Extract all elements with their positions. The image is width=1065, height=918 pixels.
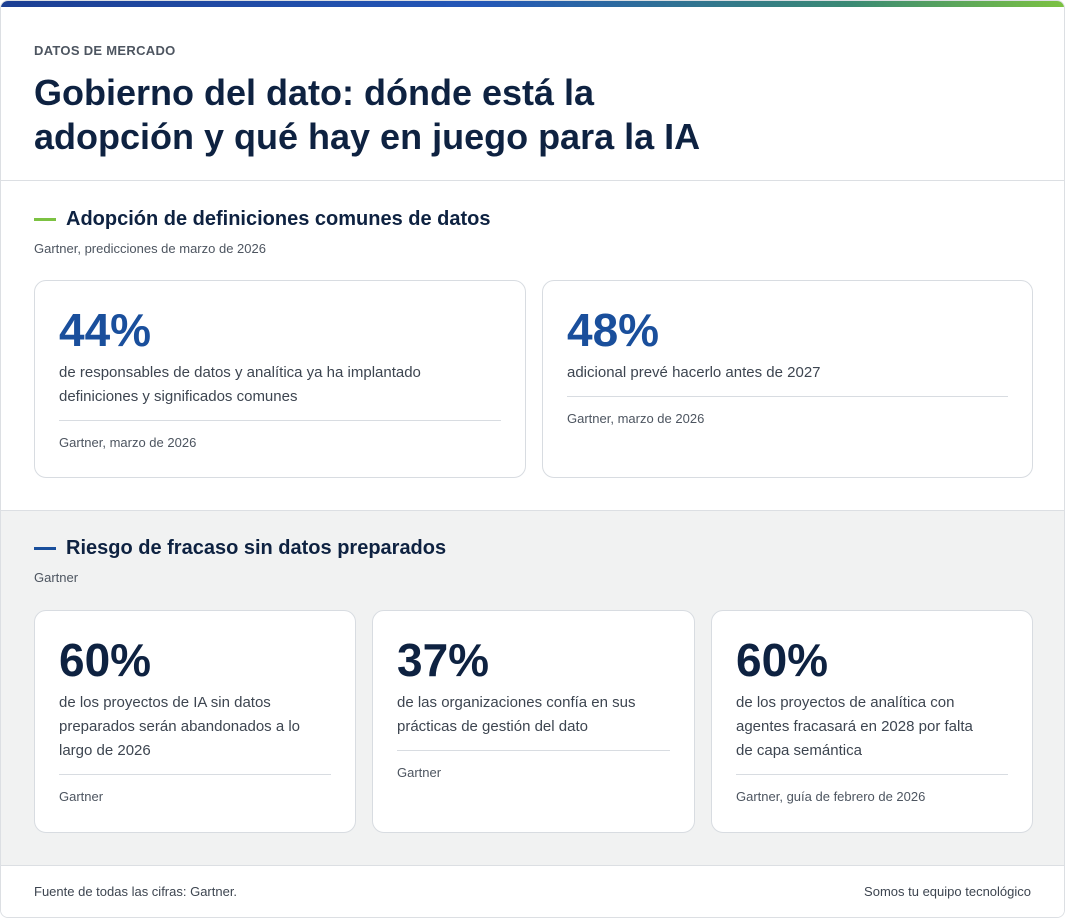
divider: [59, 420, 501, 421]
stat-card: 48% adicional prevé hacerlo antes de 202…: [542, 280, 1033, 478]
stat-description-line: adicional prevé hacerlo antes de 2027: [567, 364, 821, 381]
stat-description-line: de los proyectos de IA sin datos: [59, 694, 271, 711]
stat-description: de las organizaciones confía en sus prác…: [397, 691, 670, 739]
stat-value: 44%: [59, 304, 152, 356]
stat-description-line: agentes fracasará en 2028 por falta: [736, 718, 973, 735]
stat-description-line: definiciones y significados comunes: [59, 388, 298, 405]
green-dash-icon: [34, 218, 56, 221]
stat-description: de los proyectos de IA sin datos prepara…: [59, 691, 331, 763]
footer: Fuente de todas las cifras: Gartner. Som…: [1, 865, 1064, 917]
page-title-line-2: adopción y qué hay en juego para la IA: [34, 116, 701, 157]
footer-source-note: Fuente de todas las cifras: Gartner.: [34, 884, 238, 899]
divider: [397, 750, 670, 751]
stat-description-line: prácticas de gestión del dato: [397, 718, 588, 735]
stat-description-line: de las organizaciones confía en sus: [397, 694, 636, 711]
header: DATOS DE MERCADO Gobierno del dato: dónd…: [1, 7, 1064, 181]
stat-card: 37% de las organizaciones confía en sus …: [372, 610, 695, 833]
stat-source: Gartner: [397, 765, 442, 780]
section-adoption: Adopción de definiciones comunes de dato…: [1, 182, 1064, 510]
eyebrow-label: DATOS DE MERCADO: [34, 43, 176, 58]
divider: [567, 396, 1008, 397]
stat-card: 44% de responsables de datos y analítica…: [34, 280, 526, 478]
stat-source: Gartner, marzo de 2026: [59, 435, 197, 450]
section-subtitle: Gartner, predicciones de marzo de 2026: [34, 241, 266, 256]
stat-source: Gartner, marzo de 2026: [567, 411, 705, 426]
stat-description: de los proyectos de analítica con agente…: [736, 691, 1008, 763]
section-title: Adopción de definiciones comunes de dato…: [66, 208, 491, 230]
section-heading: Adopción de definiciones comunes de dato…: [34, 208, 491, 231]
stat-description-line: preparados serán abandonados a lo: [59, 718, 301, 735]
stat-value: 60%: [736, 634, 829, 686]
section-heading: Riesgo de fracaso sin datos preparados: [34, 537, 446, 560]
stat-description-line: de responsables de datos y analítica ya …: [59, 364, 421, 381]
stat-description-line: de los proyectos de analítica con: [736, 694, 955, 711]
blue-dash-icon: [34, 547, 56, 550]
footer-tagline: Somos tu equipo tecnológico: [864, 884, 1031, 899]
stat-value: 48%: [567, 304, 660, 356]
section-risk: Riesgo de fracaso sin datos preparados G…: [1, 510, 1064, 865]
page-title: Gobierno del dato: dónde está la adopció…: [34, 71, 794, 159]
stat-description: de responsables de datos y analítica ya …: [59, 361, 501, 409]
stat-card: 60% de los proyectos de IA sin datos pre…: [34, 610, 356, 833]
section-subtitle: Gartner: [34, 570, 79, 585]
stat-card: 60% de los proyectos de analítica con ag…: [711, 610, 1033, 833]
stat-description: adicional prevé hacerlo antes de 2027: [567, 361, 1008, 385]
section-title: Riesgo de fracaso sin datos preparados: [66, 537, 447, 559]
page-title-line-1: Gobierno del dato: dónde está la: [34, 72, 595, 113]
stat-value: 60%: [59, 634, 152, 686]
gradient-top-bar: [1, 1, 1064, 7]
stat-source: Gartner, guía de febrero de 2026: [736, 789, 926, 804]
divider: [59, 774, 331, 775]
stat-source: Gartner: [59, 789, 104, 804]
stat-description-line: de capa semántica: [736, 742, 862, 759]
divider: [736, 774, 1008, 775]
stat-description-line: largo de 2026: [59, 742, 151, 759]
stat-value: 37%: [397, 634, 490, 686]
